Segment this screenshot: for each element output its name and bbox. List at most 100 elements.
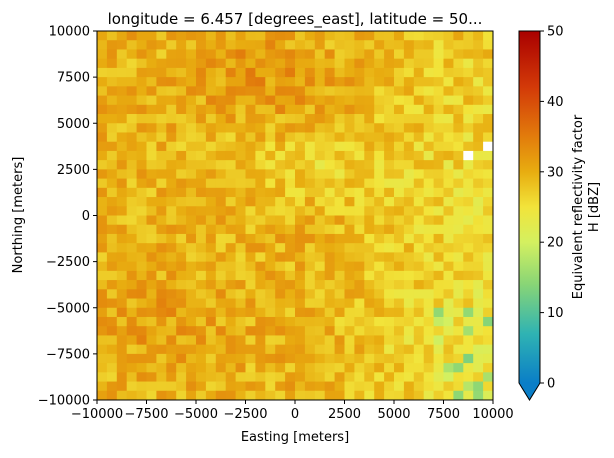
- heatmap-cell: [196, 104, 207, 115]
- heatmap-cell: [146, 40, 157, 50]
- heatmap-cell: [364, 123, 375, 133]
- heatmap-cell: [186, 123, 197, 133]
- heatmap-cell: [275, 298, 286, 309]
- heatmap-cell: [245, 206, 256, 216]
- heatmap-cell: [116, 178, 128, 189]
- heatmap-cell: [156, 86, 167, 96]
- heatmap-cell: [473, 363, 484, 373]
- heatmap-cell: [166, 150, 177, 161]
- heatmap-cell: [433, 58, 444, 69]
- y-tick-label: −10000: [38, 394, 90, 409]
- heatmap-cell: [394, 58, 405, 69]
- heatmap-cell: [463, 169, 474, 180]
- heatmap-cell: [473, 123, 484, 133]
- heatmap-cell: [166, 40, 177, 50]
- heatmap-cell: [473, 197, 484, 207]
- heatmap-cell: [196, 178, 207, 189]
- heatmap-cell: [116, 31, 128, 41]
- heatmap-cell: [126, 390, 137, 401]
- heatmap-cell: [225, 95, 236, 106]
- heatmap-cell: [225, 316, 236, 327]
- heatmap-cell: [304, 233, 316, 244]
- heatmap-cell: [156, 141, 167, 152]
- heatmap-cell: [245, 335, 256, 346]
- heatmap-cell: [374, 141, 385, 152]
- heatmap-cell: [394, 289, 405, 299]
- heatmap-cell: [314, 160, 326, 170]
- heatmap-cell: [463, 243, 474, 253]
- heatmap-cell: [116, 114, 128, 124]
- heatmap-cell: [275, 77, 286, 87]
- heatmap-cell: [453, 233, 464, 244]
- heatmap-cell: [196, 316, 207, 327]
- heatmap-cell: [473, 243, 484, 253]
- heatmap-cells: [97, 31, 494, 401]
- heatmap-cell: [255, 381, 266, 392]
- heatmap-cell: [205, 316, 217, 327]
- heatmap-cell: [146, 335, 157, 346]
- heatmap-cell: [463, 187, 474, 198]
- heatmap-cell: [116, 150, 128, 161]
- heatmap-cell: [384, 363, 395, 373]
- heatmap-cell: [255, 160, 266, 170]
- heatmap-cell: [354, 141, 365, 152]
- heatmap-cell: [443, 335, 454, 346]
- heatmap-cell: [97, 307, 108, 318]
- heatmap-cell: [334, 187, 345, 198]
- heatmap-cell: [245, 150, 256, 161]
- heatmap-cell: [265, 169, 276, 180]
- heatmap-cell: [384, 353, 395, 364]
- heatmap-cell: [106, 95, 118, 106]
- heatmap-cell: [275, 86, 286, 96]
- heatmap-cell: [106, 49, 118, 60]
- heatmap-cell: [324, 178, 335, 189]
- heatmap-cell: [265, 381, 276, 392]
- heatmap-cell: [344, 243, 355, 253]
- heatmap-cell: [394, 77, 405, 87]
- heatmap-cell: [413, 233, 425, 244]
- heatmap-cell: [186, 224, 197, 235]
- heatmap-cell: [176, 289, 187, 299]
- heatmap-cell: [116, 289, 128, 299]
- heatmap-cell: [403, 243, 415, 253]
- heatmap-cell: [403, 289, 415, 299]
- heatmap-cell: [304, 298, 316, 309]
- heatmap-cell: [423, 316, 434, 327]
- heatmap-cell: [394, 197, 405, 207]
- heatmap-cell: [344, 58, 355, 69]
- heatmap-cell: [116, 261, 128, 272]
- heatmap-cell: [473, 289, 484, 299]
- heatmap-cell: [413, 215, 425, 226]
- heatmap-cell: [97, 49, 108, 60]
- heatmap-cell: [314, 270, 326, 281]
- heatmap-cell: [97, 86, 108, 96]
- heatmap-cell: [156, 280, 167, 290]
- heatmap-cell: [225, 31, 236, 41]
- heatmap-cell: [423, 178, 434, 189]
- heatmap-cell: [156, 298, 167, 309]
- heatmap-cell: [483, 150, 494, 161]
- heatmap-cell: [433, 169, 444, 180]
- heatmap-cell: [433, 280, 444, 290]
- heatmap-cell: [245, 243, 256, 253]
- heatmap-cell: [156, 40, 167, 50]
- heatmap-cell: [205, 363, 217, 373]
- y-tick-label: 2500: [57, 163, 90, 178]
- heatmap-cell: [344, 252, 355, 263]
- heatmap-cell: [205, 160, 217, 170]
- heatmap-cell: [265, 326, 276, 336]
- heatmap-cell: [146, 252, 157, 263]
- heatmap-cell: [116, 187, 128, 198]
- heatmap-cell: [413, 206, 425, 216]
- heatmap-cell: [156, 77, 167, 87]
- heatmap-cell: [314, 363, 326, 373]
- heatmap-cell: [295, 178, 306, 189]
- heatmap-cell: [433, 261, 444, 272]
- heatmap-cell: [245, 215, 256, 226]
- heatmap-cell: [106, 344, 118, 355]
- heatmap-cell: [453, 381, 464, 392]
- heatmap-cell: [285, 335, 296, 346]
- heatmap-cell: [304, 280, 316, 290]
- heatmap-cell: [285, 289, 296, 299]
- heatmap-cell: [423, 243, 434, 253]
